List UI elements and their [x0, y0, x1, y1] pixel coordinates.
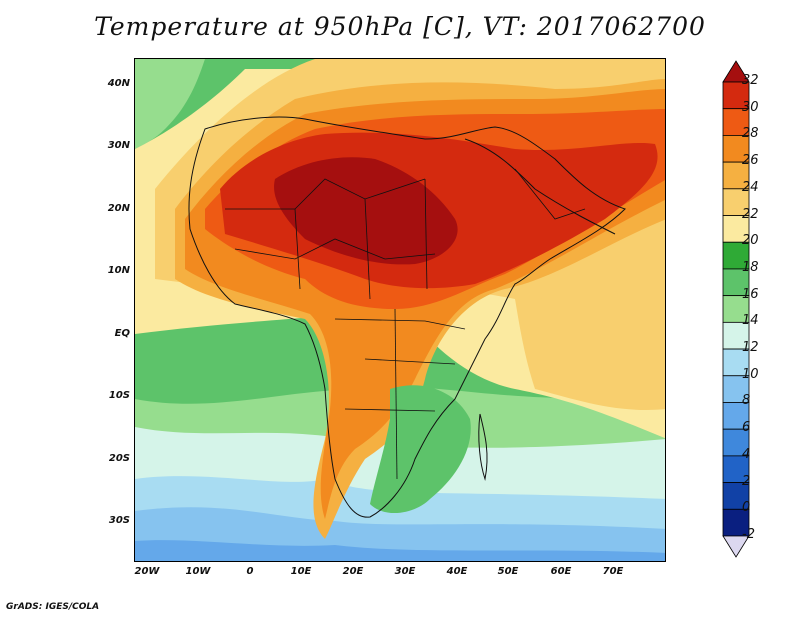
colorbar-label: 14 — [742, 313, 759, 329]
colorbar-label: 28 — [742, 126, 759, 142]
lon-label-50e: 50E — [497, 566, 519, 577]
lat-label-40n: 40N — [107, 78, 130, 89]
lat-label-10n: 10N — [107, 265, 130, 276]
field-band-indian-ocean — [515, 297, 665, 410]
colorbar-label: 10 — [742, 366, 759, 382]
colorbar-box — [722, 188, 750, 216]
colorbar-label: 26 — [742, 153, 759, 169]
colorbar-box — [722, 215, 750, 243]
map-title: Temperature at 950hPa [C], VT: 201706270… — [94, 12, 706, 41]
border-line — [344, 408, 436, 412]
field-band-8c — [135, 540, 665, 561]
map-plot-area — [134, 58, 666, 562]
border-line — [364, 198, 371, 300]
colorbar-label: 24 — [742, 179, 759, 195]
lat-label-10s: 10S — [108, 390, 130, 401]
lon-label-40e: 40E — [446, 566, 468, 577]
colorbar-label: 32 — [742, 73, 759, 88]
colorbar-label: 0 — [742, 500, 751, 516]
colorbar-box — [722, 161, 750, 190]
lon-label-20e: 20E — [342, 566, 364, 577]
colorbar-label: 30 — [742, 99, 759, 115]
colorbar-box — [722, 508, 750, 537]
lat-label-30n: 30N — [107, 140, 130, 151]
border-line — [364, 358, 456, 365]
lat-label-20n: 20N — [107, 203, 130, 214]
lon-label-30e: 30E — [394, 566, 416, 577]
madagascar-outline — [478, 413, 488, 481]
colorbar-label: 12 — [742, 340, 759, 356]
colorbar — [722, 60, 750, 558]
lon-label-10e: 10E — [290, 566, 312, 577]
border-line — [394, 308, 398, 480]
africa-coastline — [188, 116, 626, 518]
colorbar-label: 2 — [742, 473, 751, 489]
colorbar-label: 22 — [742, 206, 759, 222]
colorbar-label: 18 — [742, 259, 759, 275]
country-borders — [225, 168, 586, 480]
footer-credit: GrADS: IGES/COLA — [6, 602, 100, 612]
temperature-field-map — [135, 59, 665, 561]
colorbar-label: -2 — [742, 527, 755, 542]
colorbar-label: 4 — [742, 446, 751, 462]
colorbar-bottom-triangle — [722, 535, 750, 558]
border-line — [514, 168, 586, 220]
field-band-nw-16c — [135, 59, 205, 149]
colorbar-box — [722, 295, 750, 323]
border-line — [334, 318, 466, 330]
lon-label-60e: 60E — [550, 566, 572, 577]
colorbar-box — [722, 135, 750, 163]
colorbar-box — [722, 321, 750, 350]
colorbar-label: 16 — [742, 286, 759, 302]
border-line — [234, 238, 436, 260]
colorbar-box — [722, 108, 750, 136]
red-sea-coastline — [464, 138, 616, 235]
lat-label-eq: EQ — [114, 328, 130, 339]
lat-label-30s: 30S — [108, 515, 130, 526]
lon-label-70e: 70E — [602, 566, 624, 577]
colorbar-label: 8 — [742, 393, 751, 409]
border-line — [294, 208, 301, 290]
lat-label-20s: 20S — [108, 453, 130, 464]
colorbar-label: 6 — [742, 420, 751, 436]
colorbar-label: 20 — [742, 233, 759, 249]
border-line — [225, 178, 426, 210]
colorbar-box — [722, 81, 750, 110]
colorbar-box — [722, 455, 750, 483]
colorbar-box — [722, 482, 750, 510]
border-line — [424, 178, 428, 290]
lon-label-10w: 10W — [185, 566, 211, 577]
lon-label-0: 0 — [246, 566, 254, 577]
lon-label-20w: 20W — [134, 566, 160, 577]
